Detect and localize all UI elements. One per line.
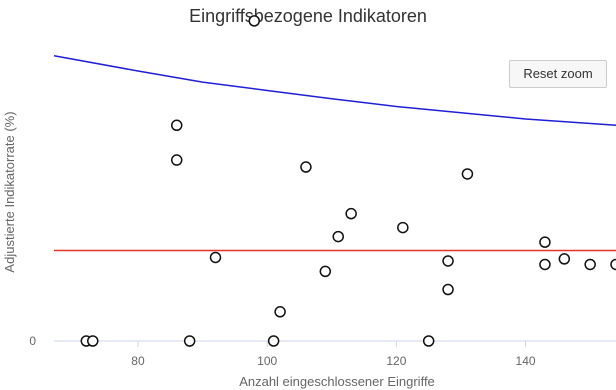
x-tick-label: 100 <box>257 354 277 368</box>
x-tick-label: 80 <box>131 354 145 368</box>
data-point <box>442 283 454 296</box>
reference-lines <box>53 54 616 252</box>
data-point <box>170 119 183 132</box>
data-point <box>610 258 616 271</box>
data-point <box>461 168 474 180</box>
data-point <box>248 15 261 27</box>
data-point <box>170 154 183 166</box>
y-tick-label: 0 <box>29 334 36 348</box>
data-point <box>183 335 196 347</box>
data-point <box>397 221 409 234</box>
data-point <box>422 335 435 347</box>
data-point <box>345 207 357 220</box>
reference-line-curve <box>53 54 616 127</box>
data-points <box>80 15 616 347</box>
x-tick-label: 120 <box>386 354 406 368</box>
data-point <box>539 258 551 271</box>
chart-title: Eingriffsbezogene Indikatoren <box>189 6 427 26</box>
data-point <box>584 258 596 271</box>
data-point <box>332 230 344 243</box>
data-point <box>300 161 312 173</box>
x-tick-label: 140 <box>516 354 536 368</box>
data-point <box>274 306 286 318</box>
data-point <box>442 255 454 267</box>
data-point <box>209 251 222 264</box>
x-axis-title: Anzahl eingeschlossener Eingriffe <box>239 374 435 389</box>
data-point <box>558 253 571 265</box>
data-point <box>87 335 99 347</box>
reset-zoom-button[interactable]: Reset zoom <box>509 60 607 88</box>
data-point <box>267 335 280 347</box>
data-point <box>539 236 551 248</box>
x-axis-ticks: 80 100 120 140 <box>131 341 536 368</box>
y-axis-title: Adjustierte Indikatorrate (%) <box>2 111 17 272</box>
data-point <box>319 265 332 278</box>
y-axis-ticks: 0 <box>29 334 36 348</box>
